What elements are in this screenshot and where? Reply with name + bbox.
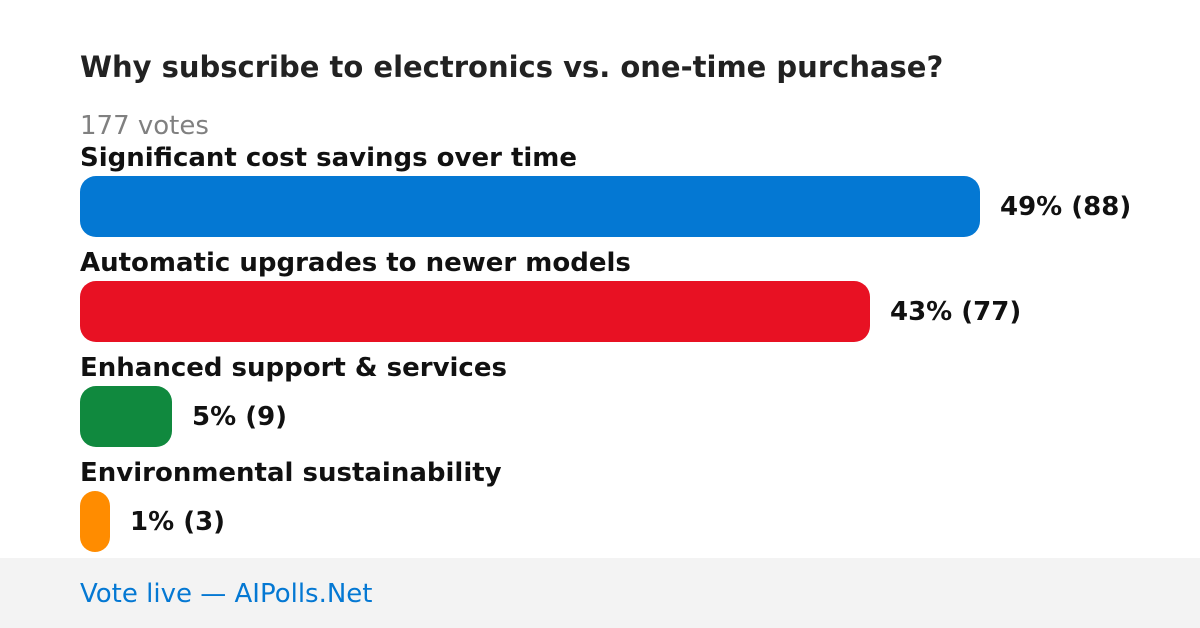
poll-option: Significant cost savings over time 49% (… bbox=[80, 142, 1180, 247]
poll-option: Enhanced support & services 5% (9) bbox=[80, 352, 1180, 457]
option-bar bbox=[80, 491, 110, 552]
option-label: Automatic upgrades to newer models bbox=[80, 248, 631, 278]
option-label: Significant cost savings over time bbox=[80, 143, 578, 173]
option-value-label: 43% (77) bbox=[890, 297, 1022, 327]
poll-title: Why subscribe to electronics vs. one-tim… bbox=[80, 50, 944, 84]
option-label: Enhanced support & services bbox=[80, 353, 507, 383]
poll-option: Environmental sustainability 1% (3) bbox=[80, 457, 1180, 562]
option-value-label: 5% (9) bbox=[192, 402, 288, 432]
vote-live-link[interactable]: Vote live — AIPolls.Net bbox=[80, 579, 373, 609]
option-label: Environmental sustainability bbox=[80, 458, 502, 488]
vote-count: 177 votes bbox=[80, 111, 209, 141]
footer: Vote live — AIPolls.Net bbox=[0, 558, 1200, 628]
option-bar bbox=[80, 386, 172, 447]
option-value-label: 1% (3) bbox=[130, 507, 226, 537]
option-bar bbox=[80, 176, 980, 237]
option-value-label: 49% (88) bbox=[1000, 192, 1132, 222]
option-bar bbox=[80, 281, 870, 342]
poll-option: Automatic upgrades to newer models 43% (… bbox=[80, 247, 1180, 352]
